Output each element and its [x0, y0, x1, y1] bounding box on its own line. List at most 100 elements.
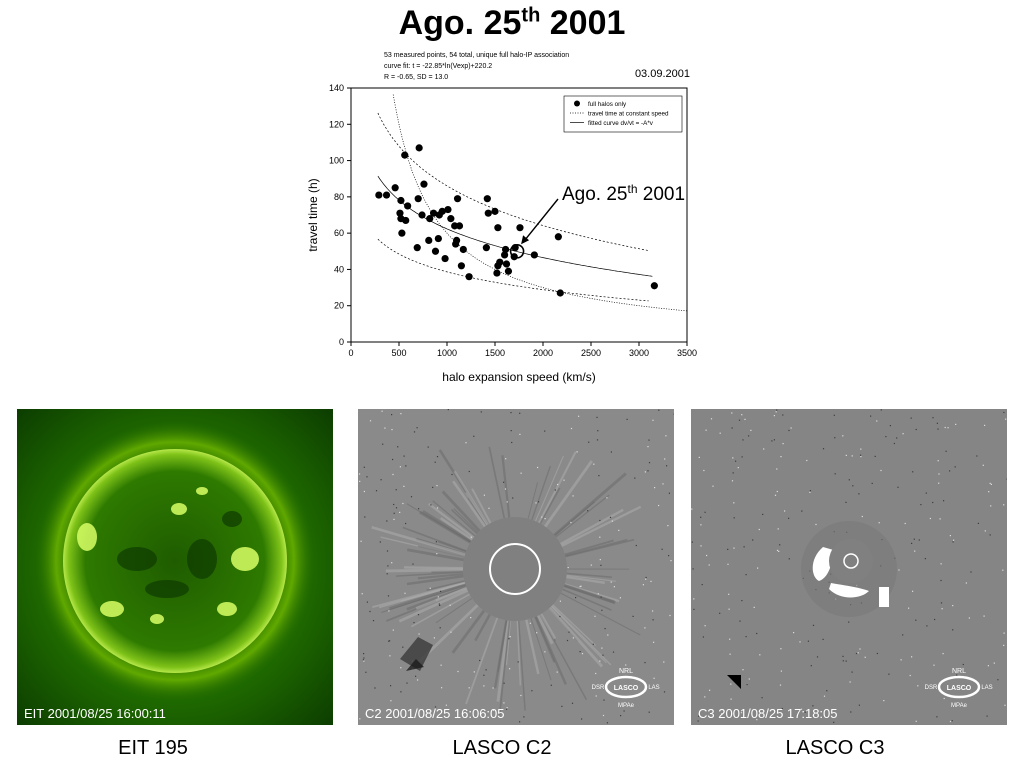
legend-entry: fitted curve dv/vt = -A*v [588, 120, 654, 127]
noise-speck [911, 656, 912, 657]
noise-speck [711, 418, 712, 419]
data-point [502, 246, 509, 253]
noise-speck [662, 483, 663, 484]
noise-speck [976, 455, 977, 456]
noise-speck [365, 672, 366, 673]
noise-speck [450, 632, 451, 633]
annotation-main: Ago. 25 [562, 184, 628, 205]
noise-speck [824, 696, 825, 697]
noise-speck [437, 456, 438, 457]
data-point [493, 269, 500, 276]
noise-speck [402, 503, 403, 504]
noise-speck [597, 430, 598, 431]
data-point [397, 197, 404, 204]
noise-speck [934, 619, 935, 620]
noise-speck [363, 659, 364, 660]
noise-speck [729, 609, 730, 610]
data-point [491, 208, 498, 215]
noise-speck [605, 628, 606, 629]
noise-speck [437, 507, 438, 508]
noise-speck [905, 523, 906, 524]
noise-speck [373, 620, 374, 621]
noise-speck [865, 657, 866, 658]
noise-speck [850, 711, 851, 712]
noise-speck [436, 485, 437, 486]
data-point [415, 195, 422, 202]
noise-speck [988, 491, 989, 492]
noise-speck [703, 470, 704, 471]
noise-speck [582, 653, 583, 654]
noise-speck [920, 504, 921, 505]
noise-speck [815, 524, 816, 525]
noise-speck [366, 476, 367, 477]
noise-speck [418, 614, 419, 615]
noise-speck [916, 429, 917, 430]
noise-speck [936, 716, 937, 717]
noise-speck [727, 564, 728, 565]
noise-speck [400, 413, 401, 414]
noise-speck [389, 640, 390, 641]
data-point [420, 181, 427, 188]
noise-speck [598, 475, 599, 476]
data-point [402, 217, 409, 224]
noise-speck [670, 560, 671, 561]
noise-speck [1004, 633, 1005, 634]
noise-speck [932, 417, 933, 418]
noise-speck [774, 415, 775, 416]
noise-speck [544, 431, 545, 432]
noise-speck [732, 457, 733, 458]
noise-speck [411, 496, 412, 497]
noise-speck [406, 683, 407, 684]
noise-speck [594, 616, 595, 617]
noise-speck [730, 654, 731, 655]
noise-speck [545, 518, 546, 519]
noise-speck [573, 637, 574, 638]
noise-speck [876, 420, 877, 421]
noise-speck [778, 528, 779, 529]
noise-speck [810, 490, 811, 491]
noise-speck [788, 430, 789, 431]
noise-speck [901, 659, 902, 660]
x-tick-label: 1500 [485, 348, 505, 358]
noise-speck [573, 495, 574, 496]
noise-speck [970, 571, 971, 572]
noise-speck [730, 684, 731, 685]
noise-speck [386, 520, 387, 521]
noise-speck [531, 690, 532, 691]
noise-speck [799, 641, 800, 642]
noise-speck [392, 474, 393, 475]
noise-speck [911, 418, 912, 419]
noise-speck [509, 668, 510, 669]
data-point [425, 237, 432, 244]
data-point [555, 233, 562, 240]
noise-speck [952, 629, 953, 630]
noise-speck [859, 705, 860, 706]
y-tick-label: 140 [329, 83, 344, 93]
noise-speck [571, 428, 572, 429]
noise-speck [930, 518, 931, 519]
noise-speck [400, 466, 401, 467]
annotation-arrow-line [523, 199, 558, 242]
noise-speck [859, 648, 860, 649]
noise-speck [739, 420, 740, 421]
y-tick-label: 40 [334, 264, 344, 274]
noise-speck [774, 439, 775, 440]
noise-speck [577, 451, 578, 452]
noise-speck [846, 455, 847, 456]
noise-speck [731, 412, 732, 413]
noise-speck [777, 550, 778, 551]
data-point [454, 195, 461, 202]
noise-speck [997, 679, 998, 680]
noise-speck [634, 478, 635, 479]
noise-speck [384, 428, 385, 429]
noise-speck [521, 473, 522, 474]
noise-speck [732, 427, 733, 428]
data-point [441, 255, 448, 262]
noise-speck [588, 442, 589, 443]
noise-speck [580, 586, 581, 587]
noise-speck [507, 707, 508, 708]
noise-speck [955, 466, 956, 467]
noise-speck [402, 647, 403, 648]
noise-speck [537, 467, 538, 468]
noise-speck [581, 718, 582, 719]
